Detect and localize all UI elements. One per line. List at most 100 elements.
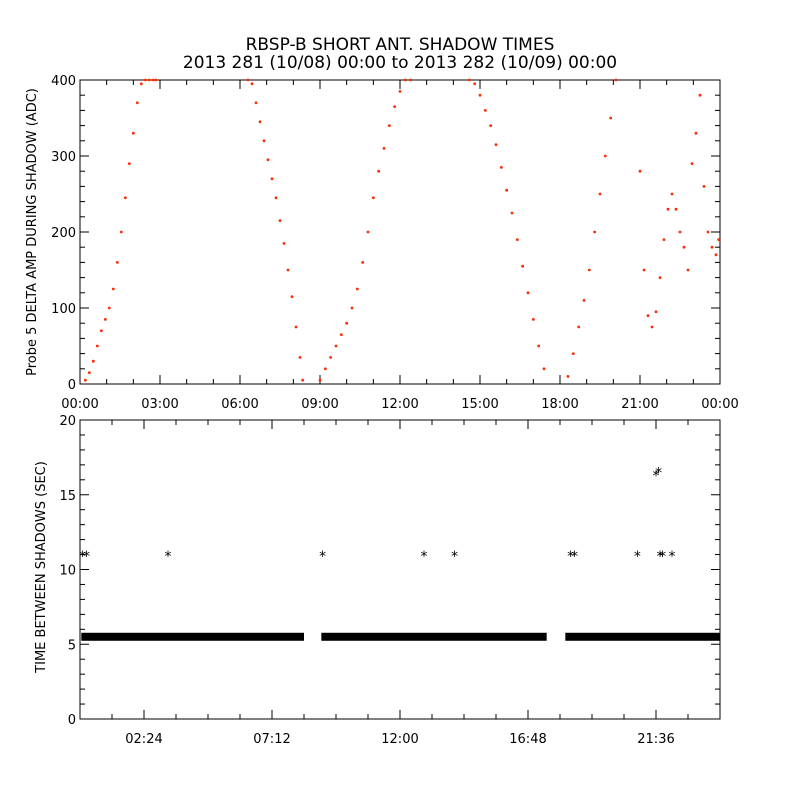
x-tick-label: 03:00	[141, 397, 178, 412]
amp-data-point	[678, 230, 682, 234]
amp-data-point	[298, 356, 302, 359]
amp-data-point	[662, 238, 666, 242]
amp-data-point	[714, 253, 718, 257]
amp-data-point	[467, 78, 471, 82]
amp-data-point	[686, 268, 690, 272]
shadow-interval-point: *	[165, 549, 172, 565]
shadow-interval-point: *	[634, 549, 641, 565]
amp-data-point	[103, 318, 107, 321]
amp-data-point	[593, 230, 597, 234]
amp-data-point	[702, 185, 706, 188]
amp-data-point	[694, 131, 698, 135]
amp-data-point	[151, 78, 155, 82]
amp-data-point	[355, 287, 359, 291]
amp-data-point	[366, 230, 370, 234]
shadow-interval-point: *	[659, 549, 666, 565]
x-tick-label: 00:00	[61, 397, 98, 412]
y-tick-label: 0	[68, 713, 76, 728]
y-tick-label: 300	[51, 150, 76, 165]
amp-data-point	[542, 367, 546, 371]
amp-data-point	[609, 116, 613, 120]
amp-data-point	[489, 124, 493, 127]
amp-panel: Probe 5 DELTA AMP DURING SHADOW (ADC) 00…	[25, 74, 739, 412]
amp-data-point	[377, 169, 381, 173]
shadow-interval-point: *	[571, 549, 578, 565]
x-tick-label: 18:00	[541, 397, 578, 412]
shadow-interval-band	[81, 632, 304, 641]
x-tick-label: 12:00	[381, 732, 418, 747]
shadow-interval-point: *	[319, 549, 326, 565]
amp-data-point	[147, 78, 151, 82]
amp-data-point	[515, 238, 519, 242]
amp-data-point	[135, 101, 139, 105]
amp-data-point	[638, 169, 642, 173]
amp-data-point	[690, 162, 694, 166]
amp-data-point	[483, 109, 487, 112]
y-tick-label: 100	[51, 302, 76, 317]
amp-data-point	[646, 314, 650, 317]
x-tick-label: 16:48	[509, 732, 546, 747]
amp-data-point	[398, 90, 402, 93]
amp-data-point	[115, 261, 119, 264]
amp-data-point	[99, 329, 103, 333]
amp-data-point	[334, 344, 338, 348]
amp-data-point	[95, 344, 99, 348]
amp-data-point	[270, 177, 274, 181]
amp-data-point	[266, 158, 270, 162]
amp-data-point	[682, 245, 686, 249]
shadow-interval-point: *	[83, 549, 90, 565]
amp-data-point	[526, 291, 530, 295]
shadow-interval-point: *	[653, 468, 660, 484]
shadow-interval-point: *	[421, 549, 428, 565]
amp-data-point	[323, 367, 327, 371]
shadow-interval-point: *	[451, 549, 458, 565]
y-tick-label: 15	[59, 489, 76, 504]
amp-data-point	[258, 120, 262, 124]
x-tick-label: 15:00	[461, 397, 498, 412]
amp-data-point	[494, 143, 498, 147]
amp-data-point	[387, 124, 391, 127]
shadow-interval-band	[565, 632, 720, 641]
amp-data-point	[154, 78, 158, 82]
amp-data-point	[301, 378, 305, 382]
amp-data-point	[499, 166, 503, 169]
amp-data-point	[254, 101, 258, 105]
amp-data-point	[393, 105, 397, 108]
amp-data-point	[582, 299, 586, 302]
amp-data-point	[345, 321, 349, 325]
amp-data-point	[521, 264, 525, 268]
amp-data-point	[706, 230, 710, 234]
amp-data-point	[274, 196, 278, 200]
shadow-interval-point: *	[655, 465, 662, 481]
y-tick-label: 20	[59, 414, 76, 429]
amp-data-point	[571, 352, 575, 355]
amp-data-point	[143, 78, 147, 82]
x-tick-label: 21:00	[621, 397, 658, 412]
y-tick-label: 5	[68, 638, 76, 653]
shadow-interval-panel: TIME BETWEEN SHADOWS (SEC) 02:24 07:12 12:…	[34, 414, 721, 747]
amp-data-point	[603, 154, 607, 158]
shadow-interval-point: *	[567, 549, 574, 565]
amp-data-point	[318, 378, 322, 382]
amp-data-point	[531, 318, 535, 321]
x-tick-label: 21:36	[637, 732, 674, 747]
amp-data-point	[83, 378, 87, 382]
amp-data-point	[717, 238, 721, 242]
amp-data-point	[290, 295, 294, 298]
amp-data-point	[127, 162, 131, 166]
amp-data-point	[642, 268, 646, 272]
x-tick-label: 00:00	[701, 397, 738, 412]
amp-data-point	[246, 78, 250, 82]
x-tick-label: 02:24	[125, 732, 162, 747]
amp-data-point	[91, 359, 95, 363]
y-tick-label: 0	[68, 378, 76, 393]
amp-data-point	[131, 131, 135, 135]
amp-data-point	[403, 78, 407, 82]
shadow-interval-point: *	[657, 549, 664, 565]
plot-frame	[79, 419, 721, 720]
amp-data-point	[614, 78, 618, 82]
amp-data-point	[710, 245, 714, 249]
x-tick-label: 07:12	[253, 732, 290, 747]
amp-data-point	[111, 287, 115, 291]
